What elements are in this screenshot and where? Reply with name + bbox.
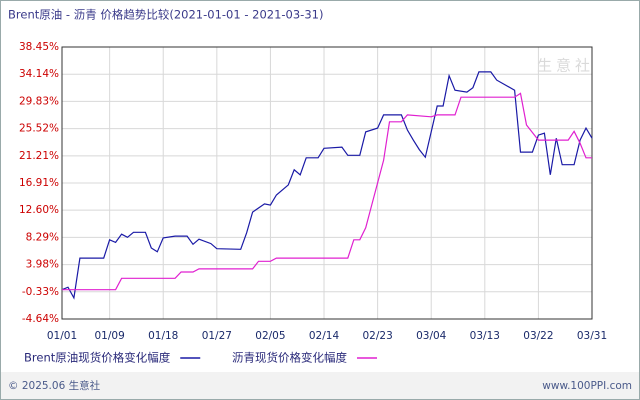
x-tick-label: 03/31 [577, 330, 607, 342]
x-tick-label: 01/09 [95, 330, 125, 342]
footer-right: www.100PPI.com [542, 380, 632, 392]
y-tick-label: 16.91% [19, 177, 59, 189]
y-tick-label: -0.33% [22, 286, 59, 298]
x-tick-label: 01/27 [202, 330, 232, 342]
data-line [62, 92, 592, 291]
footer-left: © 2025.06 生意社 [8, 379, 101, 392]
y-tick-label: 25.52% [19, 123, 59, 135]
chart-title: Brent原油 - 沥青 价格趋势比较(2021-01-01 - 2021-03… [8, 8, 323, 22]
plot-area: -4.64% -0.33% 3.98% 8.29% 12.60% 16.91% 21.21%… [19, 41, 607, 342]
y-tick-label: 8.29% [26, 231, 59, 243]
x-tick-label: 03/22 [523, 330, 553, 342]
watermark: 生意社 [537, 57, 594, 75]
y-tick-label: 34.14% [19, 68, 59, 80]
y-tick-label: 21.21% [19, 150, 59, 162]
x-tick-label: 01/01 [47, 330, 77, 342]
y-tick-label: 12.60% [19, 204, 59, 216]
data-line [61, 71, 593, 300]
x-tick-label: 01/18 [148, 330, 178, 342]
legend-label: 沥青现货价格变化幅度 [232, 351, 347, 365]
plot-border [61, 46, 593, 320]
x-tick-label: 03/13 [470, 330, 500, 342]
legend-label: Brent原油现货价格变化幅度 [24, 351, 171, 365]
y-tick-label: 3.98% [26, 259, 59, 271]
y-tick-label: 38.45% [19, 41, 59, 53]
y-tick-label: 29.83% [19, 95, 59, 107]
y-tick-label: -4.64% [22, 313, 59, 325]
x-tick-label: 02/05 [255, 330, 285, 342]
x-tick-label: 02/23 [362, 330, 392, 342]
x-tick-label: 02/14 [309, 330, 340, 342]
footer-bg [1, 372, 639, 399]
x-tick-label: 03/04 [416, 330, 447, 342]
